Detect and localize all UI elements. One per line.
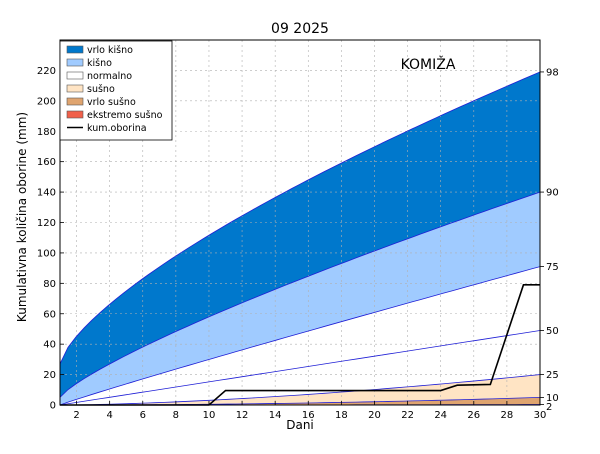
y-tick-label: 140 [37, 188, 56, 199]
legend-label: kišno [87, 58, 112, 69]
x-tick-label: 30 [534, 410, 547, 421]
y-tick-label: 200 [37, 96, 56, 107]
x-tick-label: 18 [335, 410, 348, 421]
x-tick-label: 24 [434, 410, 447, 421]
legend-swatch [67, 72, 83, 79]
percentile-label: 25 [546, 370, 559, 381]
y-tick-label: 0 [50, 401, 56, 412]
x-tick-label: 2 [73, 410, 79, 421]
legend-label: vrlo sušno [87, 97, 136, 108]
legend-label: vrlo kišno [87, 45, 133, 56]
legend-label: sušno [87, 84, 115, 95]
legend-label: ekstremo sušno [87, 110, 163, 121]
y-tick-label: 220 [37, 66, 56, 77]
x-tick-label: 12 [236, 410, 249, 421]
percentile-label: 90 [546, 188, 559, 199]
legend-swatch [67, 46, 83, 53]
x-tick-label: 14 [269, 410, 282, 421]
x-tick-label: 6 [140, 410, 146, 421]
y-tick-label: 40 [43, 340, 56, 351]
legend-swatch [67, 85, 83, 92]
percentile-label: 2 [546, 402, 552, 413]
legend-label: kum.oborina [87, 123, 147, 134]
percentile-label: 75 [546, 262, 559, 273]
x-tick-label: 26 [467, 410, 480, 421]
legend-swatch [67, 59, 83, 66]
station-name: KOMIŽA [401, 55, 456, 73]
y-tick-label: 60 [43, 309, 56, 320]
y-axis-label: Kumulativna količina oborine (mm) [15, 112, 29, 322]
x-tick-label: 4 [106, 410, 112, 421]
y-tick-label: 20 [43, 370, 56, 381]
legend-swatch [67, 111, 83, 118]
y-tick-label: 160 [37, 157, 56, 168]
legend-label: normalno [87, 71, 132, 82]
x-axis-label: Dani [286, 418, 314, 432]
y-tick-label: 180 [37, 127, 56, 138]
percentile-label: 98 [546, 67, 559, 78]
chart-title: 09 2025 [271, 21, 329, 37]
y-tick-label: 100 [37, 248, 56, 259]
x-tick-label: 10 [203, 410, 216, 421]
x-tick-label: 20 [368, 410, 381, 421]
y-tick-label: 80 [43, 279, 56, 290]
x-tick-label: 28 [501, 410, 514, 421]
legend: vrlo kišno kišno normalno sušno vrlo sušno ek… [60, 41, 172, 140]
x-tick-label: 22 [401, 410, 414, 421]
legend-swatch [67, 98, 83, 105]
percentile-label: 50 [546, 326, 559, 337]
x-tick-label: 8 [173, 410, 179, 421]
y-tick-label: 120 [37, 218, 56, 229]
